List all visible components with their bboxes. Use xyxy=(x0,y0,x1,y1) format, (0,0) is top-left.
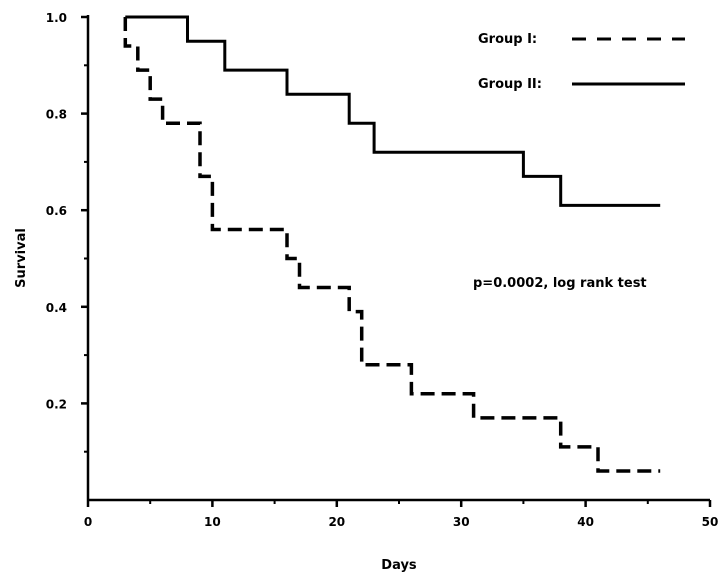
y-tick-label: 1.0 xyxy=(46,11,67,25)
group-2-survival-line xyxy=(125,15,661,207)
legend-label: Group II: xyxy=(478,77,542,92)
x-tick-label: 10 xyxy=(204,515,221,529)
y-tick-label: 0.4 xyxy=(46,301,67,315)
tick-labels: 0 10 20 30 40 50 0.2 0.4 0.6 0.8 1.0 xyxy=(46,11,719,529)
legend-label: Group I: xyxy=(478,32,537,47)
y-tick-label: 0.6 xyxy=(46,204,67,218)
x-tick-label: 40 xyxy=(577,515,594,529)
tick-marks xyxy=(81,15,712,507)
y-tick-label: 0.2 xyxy=(46,397,67,411)
series-lines xyxy=(123,15,661,473)
x-tick-label: 0 xyxy=(84,515,92,529)
group-1-survival-line xyxy=(123,17,661,473)
x-tick-label: 30 xyxy=(453,515,470,529)
y-axis-title: Survival xyxy=(14,228,29,288)
x-tick-label: 50 xyxy=(702,515,719,529)
axes xyxy=(86,15,710,502)
legend-entry-group-2: Group II: xyxy=(478,77,685,92)
legend: Group I: Group II: xyxy=(478,32,685,92)
y-tick-label: 0.8 xyxy=(46,108,67,122)
x-tick-label: 20 xyxy=(328,515,345,529)
x-axis-title: Days xyxy=(381,558,417,573)
p-value-annotation: p=0.0002, log rank test xyxy=(473,276,647,291)
legend-entry-group-1: Group I: xyxy=(478,32,685,47)
